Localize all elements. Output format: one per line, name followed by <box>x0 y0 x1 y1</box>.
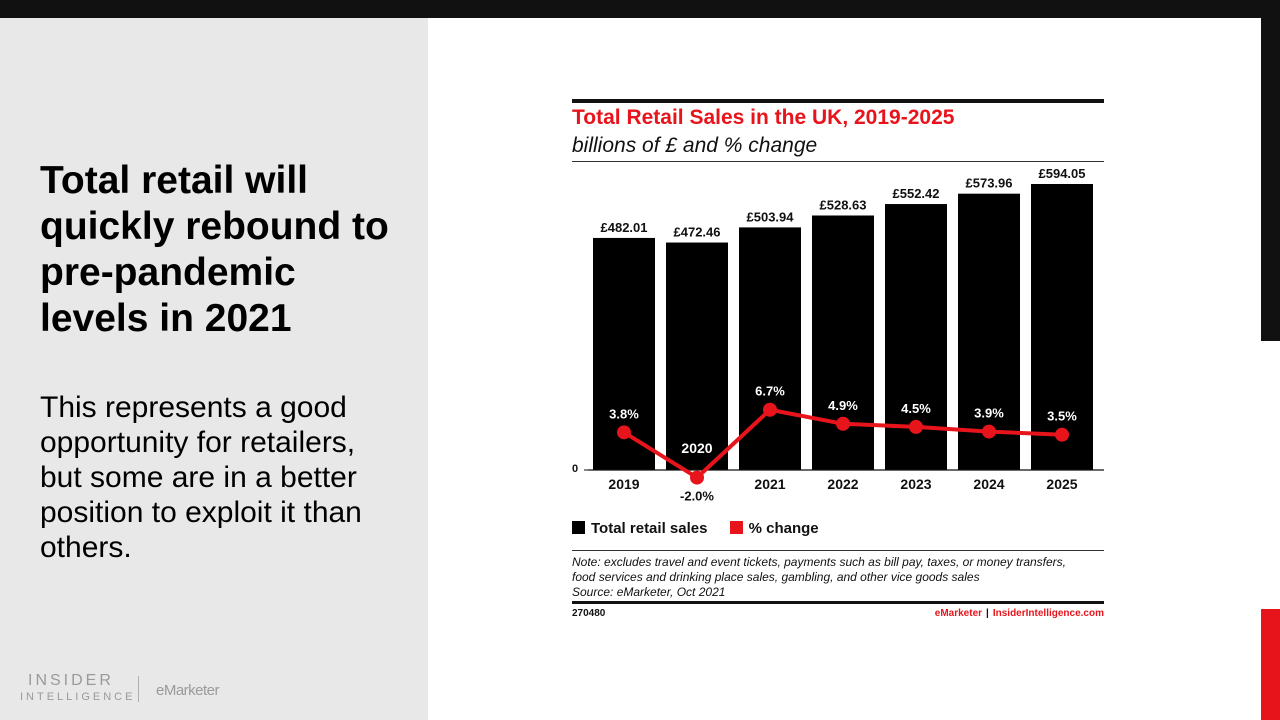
bar-label-2025: £594.05 <box>1039 166 1086 181</box>
percent-label-2020: -2.0% <box>680 489 714 504</box>
legend-label-percent-change: % change <box>748 520 819 537</box>
legend-item-total-retail-sales: Total retail sales <box>572 520 707 537</box>
chart-title: Total Retail Sales in the UK, 2019-2025 <box>572 106 955 129</box>
logo-line-intelligence: INTELLIGENCE <box>20 691 136 703</box>
percent-label-2019: 3.8% <box>609 406 639 421</box>
category-label-2019: 2019 <box>608 476 639 492</box>
chart-notes: Note: excludes travel and event tickets,… <box>572 555 1066 600</box>
bar-label-2024: £573.96 <box>966 176 1013 191</box>
bar-label-2019: £482.01 <box>601 220 648 235</box>
category-label-2025: 2025 <box>1046 476 1077 492</box>
chart-notes-rule <box>572 550 1104 551</box>
note-line-2: food services and drinking place sales, … <box>572 570 980 584</box>
credit-emarketer: eMarketer <box>934 608 983 619</box>
percent-point-2021 <box>763 402 777 417</box>
logo-line-insider: INSIDER <box>28 672 114 689</box>
legend-item-percent-change: % change <box>729 520 819 537</box>
slide-headline: Total retail will quickly rebound to pre… <box>40 159 389 340</box>
percent-point-2019 <box>617 425 631 440</box>
emarketer-logo: eMarketer <box>156 682 220 699</box>
category-label-2024: 2024 <box>973 476 1004 492</box>
bar-label-2020: £472.46 <box>674 225 721 240</box>
retail-sales-chart: 0 £482.01 £472.46 £503.94 £528.63 £552.42 £573… <box>572 166 1104 504</box>
chart-credit: eMarketer | InsiderIntelligence.com <box>925 608 1104 619</box>
source-line: Source: eMarketer, Oct 2021 <box>572 585 726 599</box>
credit-separator: | <box>986 608 989 619</box>
percent-point-2023 <box>909 419 923 434</box>
credit-insiderintelligence: InsiderIntelligence.com <box>992 608 1104 619</box>
chart-header-rule <box>572 161 1104 162</box>
bar-2025 <box>1031 184 1093 470</box>
bar-label-2022: £528.63 <box>820 197 867 212</box>
category-label-2022: 2022 <box>827 476 858 492</box>
category-label-2020: 2020 <box>681 440 712 456</box>
top-bar <box>0 0 1280 18</box>
legend-swatch-red <box>729 521 743 534</box>
slide-body-text: This represents a good opportunity for r… <box>40 391 362 564</box>
note-line-1: Note: excludes travel and event tickets,… <box>572 555 1067 569</box>
legend-label-total-retail-sales: Total retail sales <box>591 520 708 537</box>
chart-id: 270480 <box>572 608 606 619</box>
percent-label-2022: 4.9% <box>828 398 858 413</box>
bar-2020 <box>666 242 728 470</box>
chart-top-rule <box>572 99 1104 103</box>
bar-2024 <box>958 193 1020 470</box>
left-panel <box>0 18 428 720</box>
percent-point-2020 <box>690 470 704 485</box>
percent-label-2025: 3.5% <box>1047 409 1077 424</box>
percent-point-2025 <box>1055 427 1069 442</box>
category-label-2021: 2021 <box>754 476 785 492</box>
bar-label-2023: £552.42 <box>893 186 940 201</box>
category-label-2023: 2023 <box>900 476 931 492</box>
percent-label-2023: 4.5% <box>901 401 931 416</box>
legend-swatch-black <box>572 521 585 534</box>
percent-label-2021: 6.7% <box>755 384 785 399</box>
right-edge-red-bar <box>1261 609 1280 720</box>
zero-tick-label: 0 <box>572 463 578 475</box>
right-edge-dark-bar <box>1261 18 1280 341</box>
chart-bottom-rule <box>572 601 1104 604</box>
percent-point-2024 <box>982 424 996 439</box>
percent-point-2022 <box>836 416 850 431</box>
chart-subtitle: billions of £ and % change <box>572 134 818 157</box>
bar-2022 <box>812 215 874 470</box>
logo-divider <box>138 676 139 702</box>
bar-2021 <box>739 227 801 470</box>
chart-legend: Total retail sales % change <box>572 520 837 537</box>
percent-label-2024: 3.9% <box>974 406 1004 421</box>
bar-label-2021: £503.94 <box>747 209 795 224</box>
